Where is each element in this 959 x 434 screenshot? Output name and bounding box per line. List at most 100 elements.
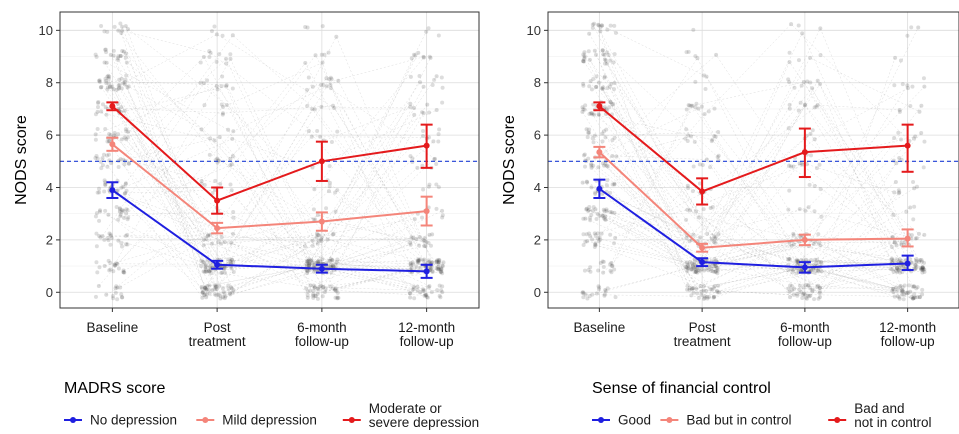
- participant-line: [125, 52, 419, 291]
- participant-point: [102, 60, 107, 65]
- participant-point: [818, 53, 823, 58]
- participant-point: [689, 134, 694, 139]
- participant-point: [434, 259, 439, 264]
- participant-line: [596, 85, 908, 294]
- participant-point: [119, 292, 124, 297]
- participant-point: [580, 290, 585, 295]
- participant-point: [917, 109, 922, 114]
- participant-point: [424, 29, 429, 34]
- participant-point: [432, 157, 437, 162]
- legend-title: MADRS score: [64, 380, 165, 397]
- participant-point: [124, 73, 129, 78]
- participant-point: [788, 283, 793, 288]
- participant-point: [804, 257, 809, 262]
- x-tick-label: Baseline: [573, 320, 625, 335]
- participant-point: [328, 258, 333, 263]
- participant-point: [309, 134, 314, 139]
- participant-point: [123, 127, 128, 132]
- participant-point: [812, 297, 817, 302]
- participant-point: [685, 138, 690, 143]
- participant-line: [123, 83, 426, 295]
- participant-point: [818, 285, 823, 290]
- participant-point: [217, 52, 222, 57]
- participant-line: [602, 193, 911, 272]
- participant-point: [581, 232, 586, 237]
- participant-point: [686, 265, 691, 270]
- participant-point: [103, 76, 108, 81]
- participant-point: [891, 258, 896, 263]
- series-1: [106, 181, 433, 279]
- participant-point: [435, 258, 440, 263]
- participant-point: [710, 205, 715, 210]
- participant-point: [892, 240, 897, 245]
- participant-point: [690, 286, 695, 291]
- participant-point: [797, 283, 802, 288]
- participant-point: [604, 183, 609, 188]
- participant-point: [113, 286, 118, 291]
- participant-point: [222, 240, 227, 245]
- participant-point: [329, 264, 334, 269]
- participant-point: [593, 242, 598, 247]
- participant-point: [104, 60, 109, 65]
- participant-point: [804, 296, 809, 301]
- participant-point: [614, 154, 619, 159]
- participant-point: [108, 242, 113, 247]
- participant-point: [581, 216, 586, 221]
- participant-point: [413, 53, 418, 58]
- participant-point: [107, 132, 112, 137]
- participant-point: [610, 263, 615, 268]
- participant-point: [588, 234, 593, 239]
- participant-point: [693, 269, 698, 274]
- participant-point: [223, 294, 228, 299]
- participant-point: [425, 295, 430, 300]
- participant-point: [203, 269, 208, 274]
- participant-point: [687, 103, 692, 108]
- participant-point: [305, 289, 310, 294]
- y-tick-label: 10: [527, 23, 541, 38]
- participant-point: [592, 133, 597, 138]
- participant-point: [921, 267, 926, 272]
- participant-point: [97, 78, 102, 83]
- participant-point: [303, 24, 308, 29]
- participant-point: [893, 180, 898, 185]
- participant-point: [119, 137, 124, 142]
- data-point: [318, 218, 325, 225]
- participant-point: [204, 292, 209, 297]
- participant-point: [224, 103, 229, 108]
- participant-point: [209, 271, 214, 276]
- participant-point: [119, 76, 124, 81]
- participant-point: [119, 105, 124, 110]
- participant-point: [612, 267, 617, 272]
- participant-point: [703, 86, 708, 91]
- participant-point: [199, 258, 204, 263]
- participant-point: [316, 287, 321, 292]
- series-2: [593, 145, 914, 253]
- participant-point: [802, 291, 807, 296]
- participant-point: [423, 244, 428, 249]
- participant-line: [591, 54, 916, 167]
- participant-point: [308, 288, 313, 293]
- participant-point: [790, 267, 795, 272]
- participant-point: [93, 156, 98, 161]
- participant-point: [230, 86, 235, 91]
- participant-point: [429, 290, 434, 295]
- participant-point: [436, 262, 441, 267]
- participant-point: [424, 292, 429, 297]
- participant-point: [101, 102, 106, 107]
- participant-point: [228, 292, 233, 297]
- participant-point: [94, 211, 99, 216]
- participant-point: [795, 257, 800, 262]
- participant-line: [113, 89, 430, 299]
- participant-point: [408, 104, 413, 109]
- participant-point: [686, 49, 691, 54]
- participant-point: [95, 126, 100, 131]
- participant-point: [103, 105, 108, 110]
- participant-point: [585, 296, 590, 301]
- participant-point: [427, 265, 432, 270]
- participant-point: [702, 112, 707, 117]
- participant-point: [583, 164, 588, 169]
- participant-point: [410, 159, 415, 164]
- participant-point: [312, 269, 317, 274]
- participant-point: [608, 232, 613, 237]
- participant-point: [712, 236, 717, 241]
